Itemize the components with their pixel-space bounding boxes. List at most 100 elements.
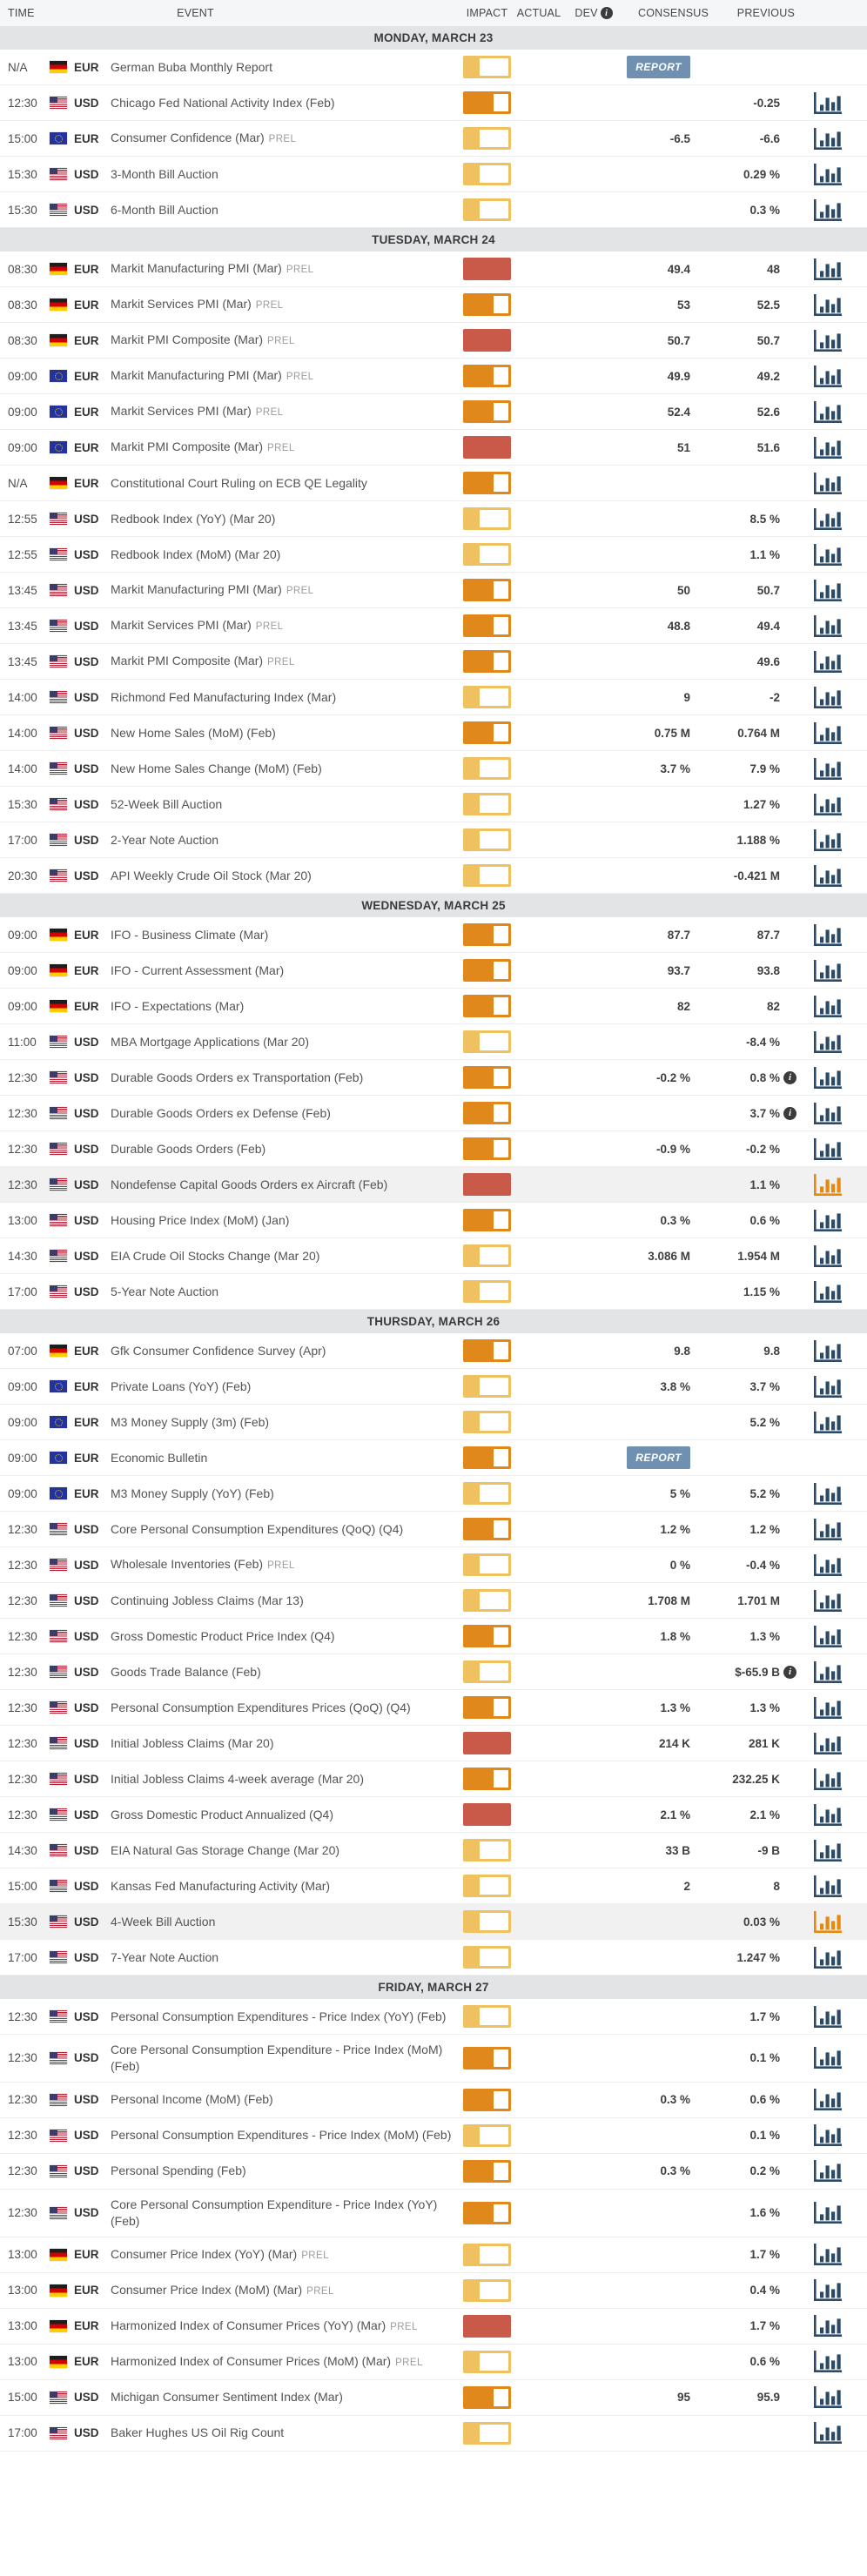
table-row[interactable]: 09:00 EUR Markit PMI Composite (Mar) PREL 51…: [0, 430, 867, 466]
table-row[interactable]: 15:30 USD 4-Week Bill Auction 0.03 %: [0, 1904, 867, 1940]
table-row[interactable]: 13:45 USD Markit Manufacturing PMI (Mar) PR…: [0, 573, 867, 608]
table-row[interactable]: 12:30 USD Durable Goods Orders ex Transpor…: [0, 1060, 867, 1096]
table-row[interactable]: 14:00 USD New Home Sales Change (MoM) (Feb…: [0, 751, 867, 787]
table-row[interactable]: 14:30 USD EIA Crude Oil Stocks Change (Mar…: [0, 1238, 867, 1274]
bar-chart-icon[interactable]: [813, 1696, 843, 1720]
bar-chart-icon[interactable]: [813, 959, 843, 983]
bar-chart-icon[interactable]: [813, 614, 843, 638]
table-row[interactable]: 12:30 USD Initial Jobless Claims (Mar 20) 2…: [0, 1726, 867, 1761]
table-row[interactable]: 14:00 USD Richmond Fed Manufacturing Index…: [0, 680, 867, 715]
table-row[interactable]: 17:00 USD Baker Hughes US Oil Rig Count: [0, 2415, 867, 2452]
bar-chart-icon[interactable]: [813, 2243, 843, 2266]
info-icon[interactable]: i: [783, 1106, 796, 1120]
table-row[interactable]: 13:45 USD Markit Services PMI (Mar) PREL 48.…: [0, 608, 867, 644]
table-row[interactable]: 13:00 USD Housing Price Index (MoM) (Jan) 0…: [0, 1203, 867, 1238]
report-badge[interactable]: REPORT: [627, 56, 690, 78]
table-row[interactable]: 14:30 USD EIA Natural Gas Storage Change (…: [0, 1833, 867, 1868]
bar-chart-icon[interactable]: [813, 828, 843, 852]
table-row[interactable]: 12:30 USD Personal Consumption Expenditure…: [0, 2117, 867, 2154]
bar-chart-icon[interactable]: [813, 686, 843, 709]
bar-chart-icon[interactable]: [813, 1910, 843, 1934]
table-row[interactable]: 09:00 EUR Economic Bulletin REPORT: [0, 1440, 867, 1476]
bar-chart-icon[interactable]: [813, 1768, 843, 1791]
table-row[interactable]: 17:00 USD 2-Year Note Auction 1.188 %: [0, 822, 867, 858]
bar-chart-icon[interactable]: [813, 1660, 843, 1684]
bar-chart-icon[interactable]: [813, 1839, 843, 1862]
table-row[interactable]: 12:30 USD Core Personal Consumption Expend…: [0, 2035, 867, 2083]
table-row[interactable]: 15:00 USD Michigan Consumer Sentiment Inde…: [0, 2379, 867, 2416]
bar-chart-icon[interactable]: [813, 1553, 843, 1577]
bar-chart-icon[interactable]: [813, 2421, 843, 2445]
bar-chart-icon[interactable]: [813, 2005, 843, 2029]
bar-chart-icon[interactable]: [813, 1173, 843, 1197]
bar-chart-icon[interactable]: [813, 163, 843, 186]
bar-chart-icon[interactable]: [813, 2314, 843, 2338]
bar-chart-icon[interactable]: [813, 923, 843, 947]
table-row[interactable]: 15:00 USD Kansas Fed Manufacturing Activit…: [0, 1868, 867, 1904]
bar-chart-icon[interactable]: [813, 127, 843, 151]
table-row[interactable]: 09:00 EUR IFO - Current Assessment (Mar) 93…: [0, 953, 867, 989]
bar-chart-icon[interactable]: [813, 293, 843, 317]
table-row[interactable]: 12:30 USD Wholesale Inventories (Feb) PREL 0…: [0, 1547, 867, 1583]
table-row[interactable]: 14:00 USD New Home Sales (MoM) (Feb) 0.75 M…: [0, 715, 867, 751]
bar-chart-icon[interactable]: [813, 1589, 843, 1613]
table-row[interactable]: 15:30 USD 6-Month Bill Auction 0.3 %: [0, 192, 867, 228]
bar-chart-icon[interactable]: [813, 721, 843, 745]
bar-chart-icon[interactable]: [813, 1066, 843, 1090]
table-row[interactable]: N/A EUR German Buba Monthly Report REPORT: [0, 50, 867, 85]
bar-chart-icon[interactable]: [813, 365, 843, 388]
bar-chart-icon[interactable]: [813, 1411, 843, 1434]
table-row[interactable]: 09:00 EUR IFO - Expectations (Mar) 82 82: [0, 989, 867, 1024]
table-row[interactable]: 17:00 USD 5-Year Note Auction 1.15 %: [0, 1274, 867, 1310]
bar-chart-icon[interactable]: [813, 258, 843, 281]
table-row[interactable]: 20:30 USD API Weekly Crude Oil Stock (Mar …: [0, 858, 867, 894]
report-badge[interactable]: REPORT: [627, 1446, 690, 1469]
bar-chart-icon[interactable]: [813, 2385, 843, 2409]
bar-chart-icon[interactable]: [813, 1137, 843, 1161]
bar-chart-icon[interactable]: [813, 198, 843, 222]
bar-chart-icon[interactable]: [813, 2278, 843, 2302]
table-row[interactable]: 12:30 USD Chicago Fed National Activity In…: [0, 85, 867, 121]
table-row[interactable]: 07:00 EUR Gfk Consumer Confidence Survey (…: [0, 1333, 867, 1369]
table-row[interactable]: 12:30 USD Durable Goods Orders ex Defense …: [0, 1096, 867, 1131]
table-row[interactable]: 12:30 USD Nondefense Capital Goods Orders …: [0, 1167, 867, 1203]
table-row[interactable]: 12:55 USD Redbook Index (MoM) (Mar 20) 1.1 …: [0, 537, 867, 573]
table-row[interactable]: 12:30 USD Gross Domestic Product Price Ind…: [0, 1619, 867, 1654]
bar-chart-icon[interactable]: [813, 995, 843, 1018]
table-row[interactable]: 12:30 USD Continuing Jobless Claims (Mar 1…: [0, 1583, 867, 1619]
table-row[interactable]: 12:30 USD Personal Consumption Expenditure…: [0, 1690, 867, 1726]
bar-chart-icon[interactable]: [813, 1030, 843, 1054]
table-row[interactable]: 09:00 EUR Markit Manufacturing PMI (Mar) PR…: [0, 359, 867, 394]
info-icon[interactable]: i: [783, 1070, 796, 1084]
bar-chart-icon[interactable]: [813, 2350, 843, 2373]
table-row[interactable]: 13:00 EUR Consumer Price Index (YoY) (Mar)…: [0, 2237, 867, 2273]
table-row[interactable]: 15:30 USD 52-Week Bill Auction 1.27 %: [0, 787, 867, 822]
table-row[interactable]: 13:00 EUR Harmonized Index of Consumer Pri…: [0, 2344, 867, 2380]
bar-chart-icon[interactable]: [813, 2201, 843, 2224]
bar-chart-icon[interactable]: [813, 1875, 843, 1898]
bar-chart-icon[interactable]: [813, 1102, 843, 1125]
table-row[interactable]: 12:30 USD Initial Jobless Claims 4-week av…: [0, 1761, 867, 1797]
table-row[interactable]: 09:00 EUR M3 Money Supply (YoY) (Feb) 5 % 5.…: [0, 1476, 867, 1512]
bar-chart-icon[interactable]: [813, 1375, 843, 1399]
bar-chart-icon[interactable]: [813, 1803, 843, 1827]
bar-chart-icon[interactable]: [813, 400, 843, 424]
bar-chart-icon[interactable]: [813, 1482, 843, 1506]
bar-chart-icon[interactable]: [813, 1339, 843, 1363]
table-row[interactable]: 12:30 USD Core Personal Consumption Expend…: [0, 2189, 867, 2237]
bar-chart-icon[interactable]: [813, 1244, 843, 1268]
bar-chart-icon[interactable]: [813, 329, 843, 352]
table-row[interactable]: 12:30 USD Gross Domestic Product Annualize…: [0, 1797, 867, 1833]
table-row[interactable]: 13:00 EUR Harmonized Index of Consumer Pri…: [0, 2308, 867, 2345]
table-row[interactable]: 08:30 EUR Markit PMI Composite (Mar) PREL 50…: [0, 323, 867, 359]
table-row[interactable]: 08:30 EUR Markit Services PMI (Mar) PREL 53 5…: [0, 287, 867, 323]
bar-chart-icon[interactable]: [813, 757, 843, 781]
bar-chart-icon[interactable]: [813, 1732, 843, 1755]
table-row[interactable]: 13:00 EUR Consumer Price Index (MoM) (Mar)…: [0, 2272, 867, 2309]
bar-chart-icon[interactable]: [813, 507, 843, 531]
bar-chart-icon[interactable]: [813, 436, 843, 460]
table-row[interactable]: 12:30 USD Durable Goods Orders (Feb) -0.9 %…: [0, 1131, 867, 1167]
bar-chart-icon[interactable]: [813, 543, 843, 567]
table-row[interactable]: 12:30 USD Personal Spending (Feb) 0.3 % 0.2 …: [0, 2153, 867, 2190]
table-row[interactable]: 15:00 EUR Consumer Confidence (Mar) PREL -6.…: [0, 121, 867, 157]
